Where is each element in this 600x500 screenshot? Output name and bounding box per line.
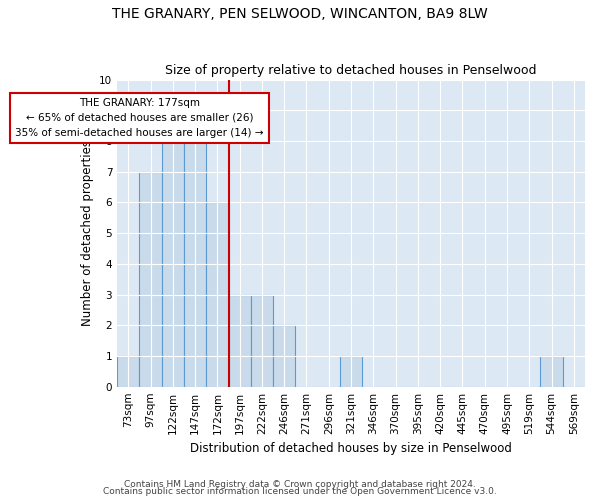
Bar [139, 172, 161, 386]
Bar [251, 294, 273, 386]
Bar [541, 356, 563, 386]
Text: THE GRANARY, PEN SELWOOD, WINCANTON, BA9 8LW: THE GRANARY, PEN SELWOOD, WINCANTON, BA9… [112, 8, 488, 22]
Bar [117, 356, 139, 386]
X-axis label: Distribution of detached houses by size in Penselwood: Distribution of detached houses by size … [190, 442, 512, 455]
Bar [229, 294, 251, 386]
Bar [206, 202, 229, 386]
Text: THE GRANARY: 177sqm
← 65% of detached houses are smaller (26)
35% of semi-detach: THE GRANARY: 177sqm ← 65% of detached ho… [15, 98, 263, 138]
Bar [273, 326, 295, 386]
Title: Size of property relative to detached houses in Penselwood: Size of property relative to detached ho… [166, 64, 537, 77]
Text: Contains public sector information licensed under the Open Government Licence v3: Contains public sector information licen… [103, 487, 497, 496]
Bar [161, 141, 184, 386]
Y-axis label: Number of detached properties: Number of detached properties [80, 140, 94, 326]
Bar [340, 356, 362, 386]
Text: Contains HM Land Registry data © Crown copyright and database right 2024.: Contains HM Land Registry data © Crown c… [124, 480, 476, 489]
Bar [184, 141, 206, 386]
